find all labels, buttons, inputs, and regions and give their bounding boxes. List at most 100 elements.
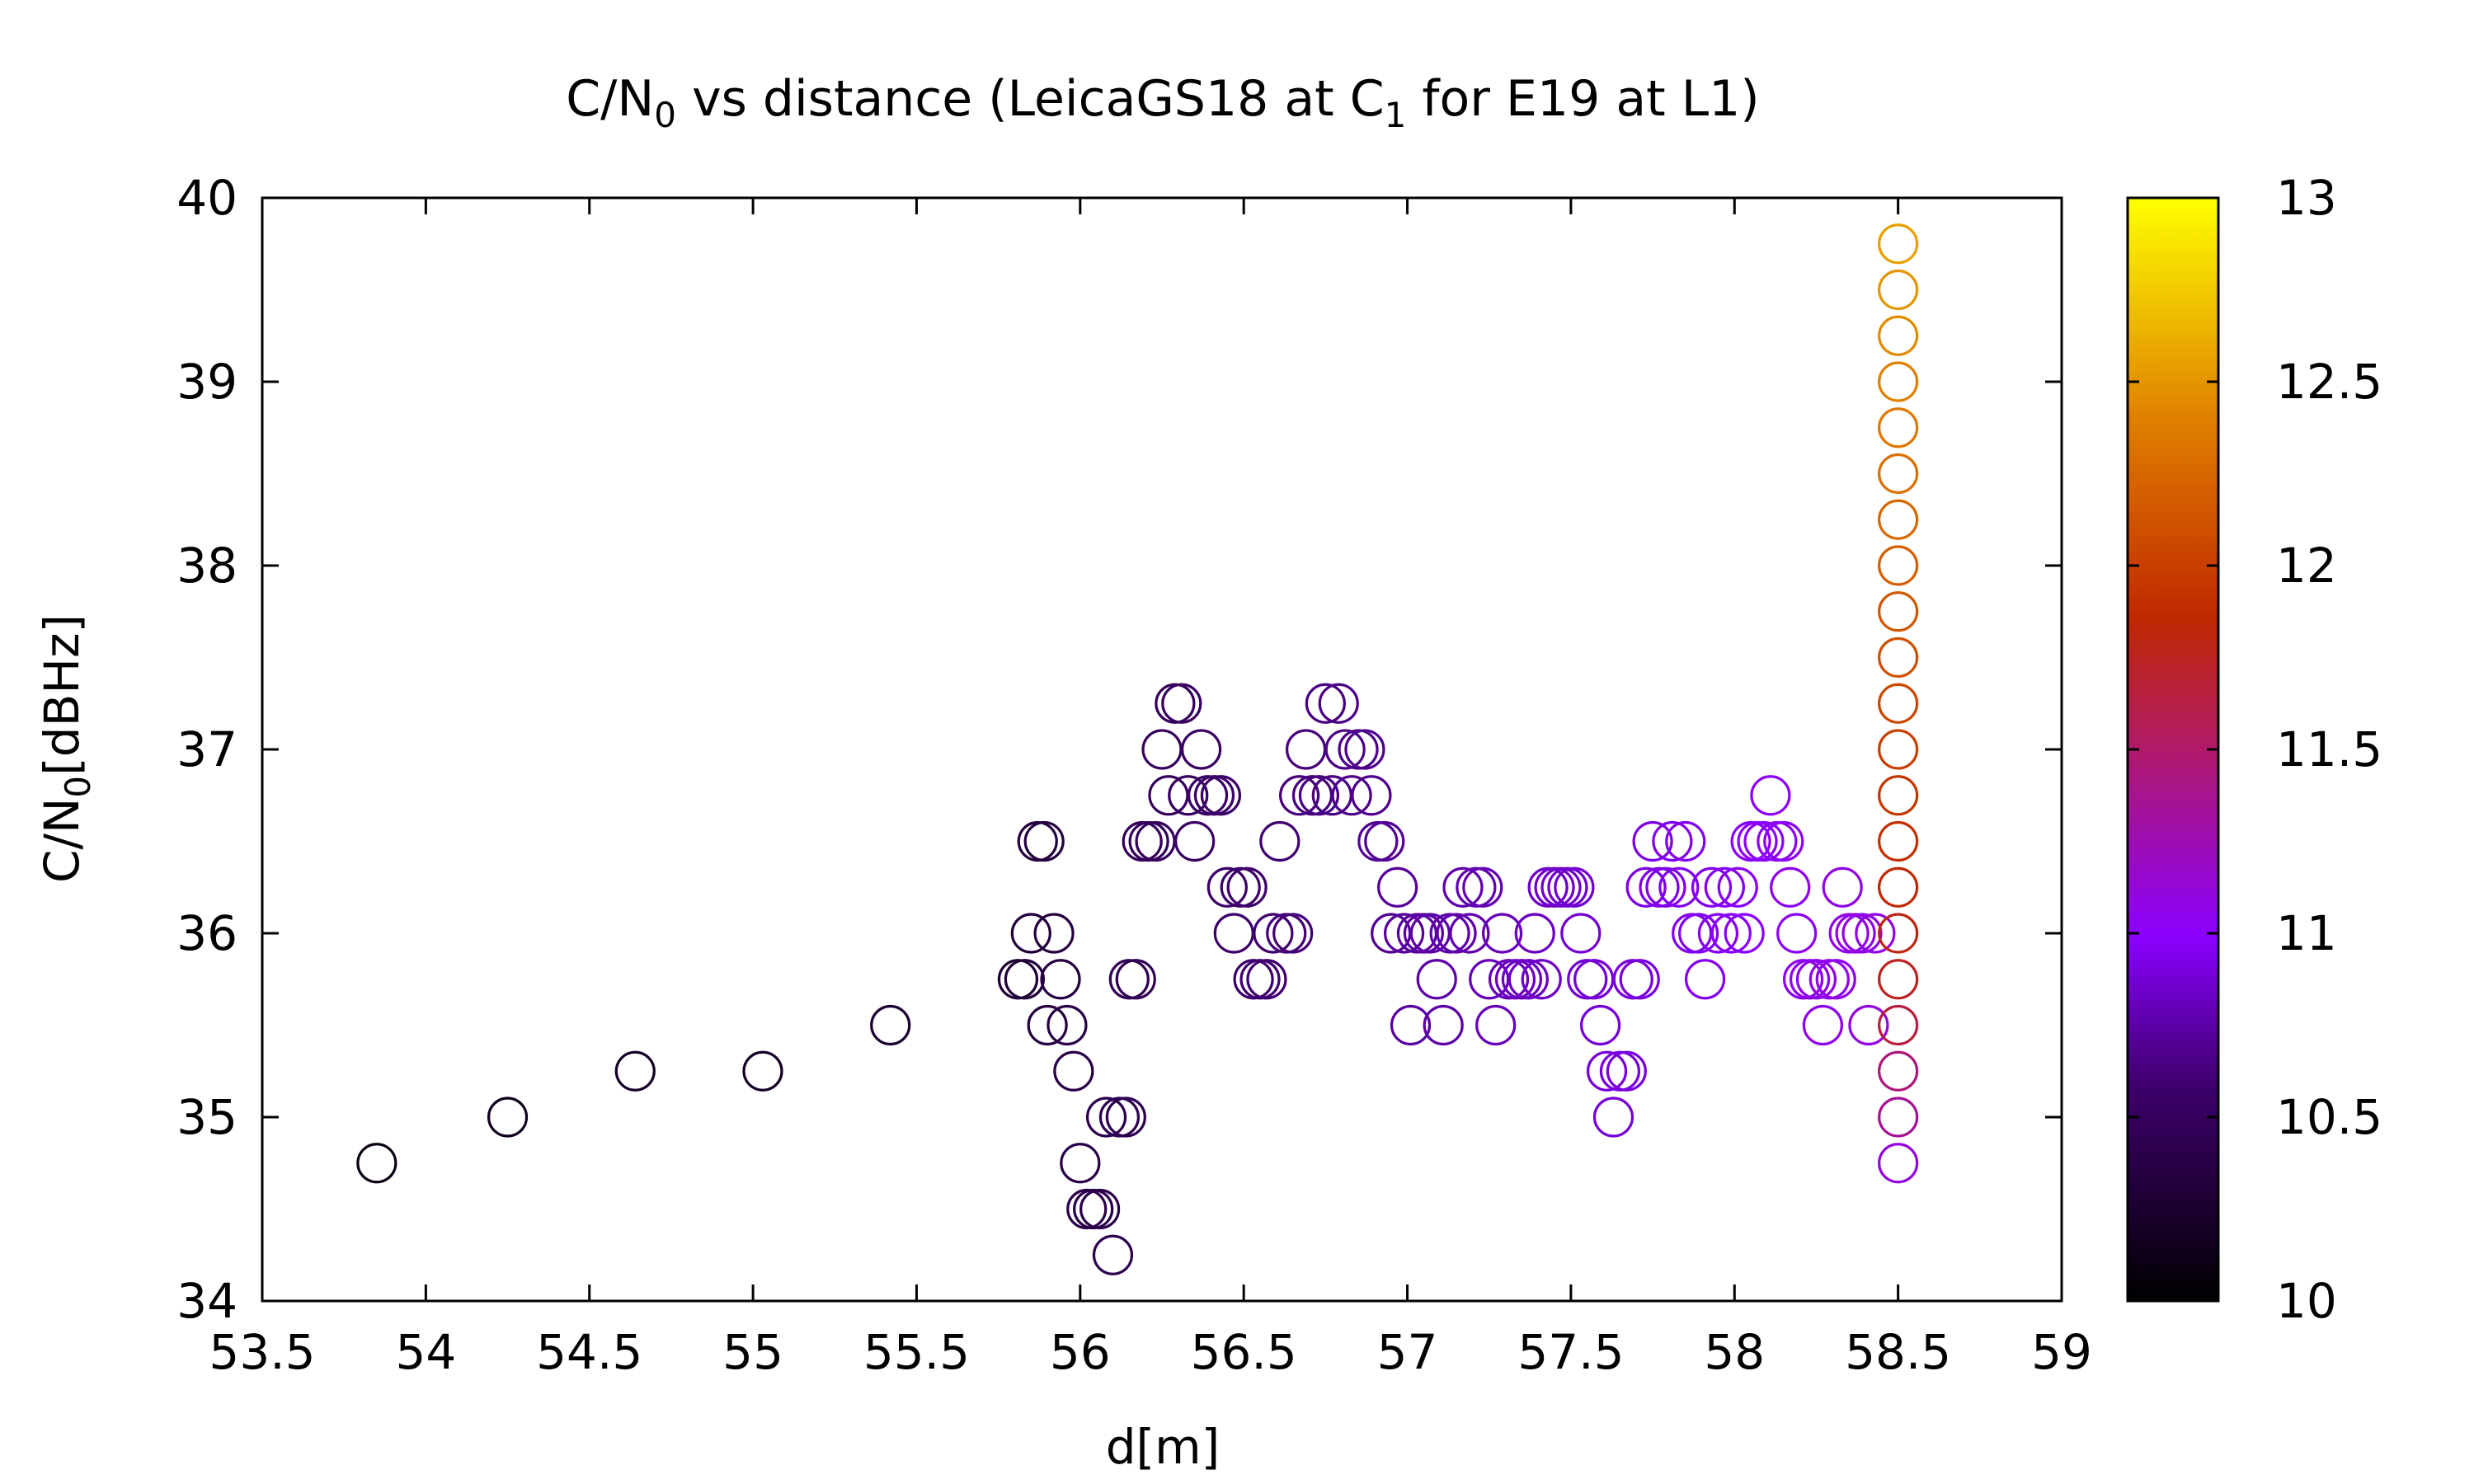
x-tick-label: 55 (722, 1324, 783, 1380)
data-point (1763, 820, 1804, 862)
data-point (1776, 913, 1818, 954)
x-tick-label: 54 (395, 1324, 456, 1380)
data-point (1619, 959, 1660, 1000)
data-point (1802, 1004, 1843, 1046)
data-point (1226, 866, 1268, 908)
data-points (356, 223, 1919, 1275)
data-point (1318, 683, 1359, 724)
data-point (1878, 1004, 1919, 1046)
data-point (1423, 1004, 1464, 1046)
data-point (1115, 959, 1156, 1000)
data-point (1027, 1004, 1068, 1046)
x-tick-label: 55.5 (863, 1324, 970, 1380)
data-point (1105, 1097, 1146, 1138)
data-point (1148, 775, 1189, 816)
data-point (1371, 913, 1412, 954)
data-point (1462, 866, 1503, 908)
data-point (1279, 775, 1320, 816)
data-point (1305, 683, 1346, 724)
x-tick-label: 54.5 (536, 1324, 642, 1380)
colorbar-tick-label: 12.5 (2276, 354, 2382, 410)
y-tick-label: 38 (176, 538, 238, 594)
data-point (1449, 913, 1490, 954)
data-point (1841, 913, 1883, 954)
data-point (1253, 913, 1294, 954)
data-point (1272, 913, 1314, 954)
data-point (1521, 959, 1562, 1000)
data-point (1010, 913, 1051, 954)
data-point (1878, 499, 1919, 540)
data-point (1658, 866, 1700, 908)
colorbar (2126, 196, 2220, 1303)
data-point (1878, 820, 1919, 862)
axis-ticks: 53.5 54 54.5 55 55.5 56 56.5 57 57.5 58 58.5 59 34 35… (176, 170, 2092, 1380)
data-point (1704, 866, 1745, 908)
data-point (1554, 866, 1595, 908)
data-point (1684, 959, 1726, 1000)
data-point (1878, 269, 1919, 311)
data-point (614, 1050, 656, 1092)
data-point (1092, 1234, 1134, 1275)
colorbar-tick-label: 10.5 (2276, 1089, 2382, 1145)
data-point (1878, 1097, 1919, 1138)
plot-frame (261, 196, 2063, 1303)
data-point (1383, 913, 1425, 954)
data-point (1855, 913, 1896, 954)
data-point (1652, 820, 1693, 862)
data-point (1377, 866, 1418, 908)
data-point (1560, 913, 1602, 954)
data-point (1878, 1050, 1919, 1092)
data-point (1168, 775, 1209, 816)
data-point (1331, 775, 1372, 816)
data-point (1878, 223, 1919, 265)
x-tick-label: 58 (1704, 1324, 1765, 1380)
data-point (1174, 820, 1216, 862)
data-point (1878, 315, 1919, 356)
data-point (1878, 361, 1919, 402)
data-point (1632, 820, 1673, 862)
data-point (1200, 775, 1242, 816)
data-point (1710, 913, 1752, 954)
y-tick-label: 36 (176, 905, 238, 961)
data-point (1724, 913, 1765, 954)
x-tick-label: 53.5 (209, 1324, 315, 1380)
data-point (1023, 820, 1065, 862)
data-point (1409, 913, 1451, 954)
y-tick-label: 37 (176, 721, 238, 777)
data-point (1848, 1004, 1889, 1046)
data-point (1586, 1050, 1628, 1092)
data-point (1750, 775, 1791, 816)
data-point (1141, 729, 1183, 770)
data-point (1822, 866, 1863, 908)
colorbar-tick-label: 11.5 (2276, 721, 2382, 777)
colorbar-tick-label: 12 (2276, 538, 2337, 594)
data-point (1135, 820, 1176, 862)
chart-title: C/N0 vs distance (LeicaGS18 at C1 for E1… (566, 70, 1759, 135)
data-point (1878, 545, 1919, 586)
data-point (1033, 913, 1075, 954)
data-point (1592, 1097, 1634, 1138)
data-point (1878, 913, 1919, 954)
x-tick-label: 56 (1050, 1324, 1111, 1380)
data-point (1436, 913, 1477, 954)
x-tick-label: 56.5 (1191, 1324, 1297, 1380)
y-tick-label: 40 (176, 170, 238, 226)
data-point (1878, 407, 1919, 448)
data-point (1259, 820, 1300, 862)
data-point (1469, 959, 1510, 1000)
data-point (1507, 959, 1549, 1000)
data-point (1324, 729, 1366, 770)
data-point (1878, 636, 1919, 679)
y-tick-label: 34 (176, 1273, 238, 1329)
data-point (1878, 959, 1919, 1000)
data-point (1878, 1143, 1919, 1184)
colorbar-tick-label: 10 (2276, 1273, 2337, 1329)
data-point (1213, 913, 1254, 954)
data-point (1678, 913, 1719, 954)
y-axis-label: C/N0[dBHz] (34, 614, 98, 883)
data-point (1475, 1004, 1517, 1046)
data-point (1580, 1004, 1621, 1046)
data-point (1285, 729, 1327, 770)
data-point (1053, 1050, 1094, 1092)
